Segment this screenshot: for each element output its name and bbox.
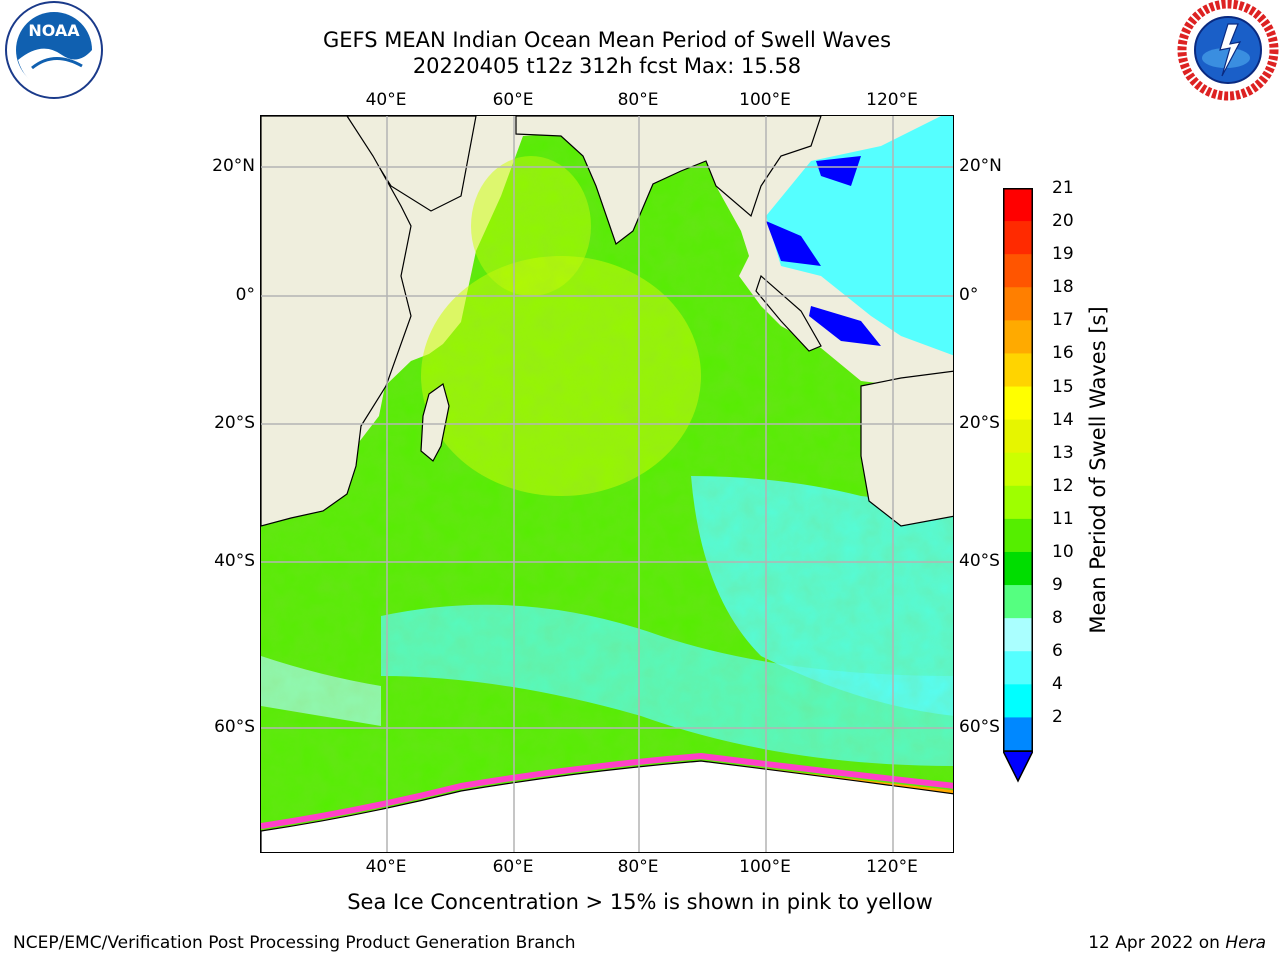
colorbar-segment (1003, 651, 1033, 685)
gulf-thailand (816, 156, 861, 186)
lon-label-bottom: 100°E (739, 857, 791, 877)
colorbar-tick-label: 20 (1052, 211, 1074, 232)
nws-logo (1177, 0, 1279, 101)
colorbar-segment (1003, 419, 1033, 454)
colorbar-tick-label: 16 (1052, 343, 1074, 364)
colorbar-tick-label: 6 (1052, 641, 1063, 662)
india-landmass (515, 116, 822, 245)
colorbar-segment (1003, 717, 1033, 751)
colorbar-segment (1003, 287, 1033, 321)
colorbar (1003, 188, 1033, 783)
colorbar-tick-label: 19 (1052, 244, 1074, 265)
lon-label-top: 40°E (365, 90, 407, 110)
lat-label-right: 20°N (959, 156, 1002, 176)
arabia-africa-north (261, 116, 477, 212)
colorbar-segment (1003, 585, 1033, 619)
colorbar-tick-label: 13 (1052, 442, 1074, 463)
colorbar-tick-label: 14 (1052, 409, 1074, 430)
lon-label-bottom: 80°E (617, 857, 659, 877)
colorbar-segment (1003, 452, 1033, 487)
colorbar-segment (1003, 353, 1033, 388)
colorbar-segment (1003, 386, 1033, 421)
lat-label-left: 60°S (214, 717, 255, 737)
svg-text:NOAA: NOAA (28, 21, 80, 40)
colorbar-segment (1003, 320, 1033, 354)
lon-label-bottom: 40°E (365, 857, 407, 877)
chart-title: GEFS MEAN Indian Ocean Mean Period of Sw… (322, 28, 892, 52)
swell-period-map (260, 115, 954, 853)
colorbar-tick-label: 21 (1052, 178, 1074, 198)
colorbar-tick-label: 8 (1052, 608, 1063, 629)
lon-label-top: 120°E (866, 90, 918, 110)
lon-label-top: 100°E (739, 90, 791, 110)
footer-date-text: 12 Apr 2022 on (1088, 933, 1226, 953)
colorbar-tick-label: 9 (1052, 575, 1063, 596)
map-canvas (261, 116, 953, 852)
shallow-sea (766, 221, 821, 266)
colorbar-segment (1003, 618, 1033, 652)
colorbar-extend-low (1003, 751, 1033, 781)
sea-ice-caption: Sea Ice Concentration > 15% is shown in … (347, 890, 933, 914)
madagascar (420, 383, 450, 462)
colorbar-tick-label: 12 (1052, 475, 1074, 496)
colorbar-segment (1003, 485, 1033, 520)
colorbar-tick-label: 17 (1052, 310, 1074, 331)
lon-label-top: 60°E (492, 90, 534, 110)
colorbar-tick-label: 15 (1052, 376, 1074, 397)
colorbar-tick-label: 10 (1052, 541, 1074, 562)
colorbar-segment (1003, 518, 1033, 553)
australia (860, 370, 953, 527)
sumatra (755, 274, 822, 352)
colorbar-segment (1003, 551, 1033, 586)
lat-label-left: 40°S (214, 551, 255, 571)
footer-host: Hera (1225, 933, 1266, 953)
gridlines (261, 116, 953, 852)
footer-date: 12 Apr 2022 on Hera (1088, 933, 1266, 953)
lat-label-right: 0° (959, 285, 979, 305)
lat-label-left: 0° (235, 285, 255, 305)
colorbar-tick-label: 2 (1052, 707, 1063, 728)
colorbar-tick-label: 18 (1052, 277, 1074, 298)
antarctica (261, 760, 953, 852)
colorbar-segment (1003, 254, 1033, 288)
colorbar-tick-label: 11 (1052, 508, 1074, 529)
lat-label-right: 60°S (959, 717, 1000, 737)
lon-label-top: 80°E (617, 90, 659, 110)
sea-ice-edge (261, 752, 953, 829)
colorbar-tick-label: 4 (1052, 674, 1063, 695)
coastlines (261, 116, 953, 852)
java-sea (809, 306, 881, 346)
field-texture (261, 134, 953, 852)
noaa-logo: NOAA (5, 1, 103, 99)
lat-label-right: 20°S (959, 413, 1000, 433)
lon-label-bottom: 120°E (866, 857, 918, 877)
footer-credit: NCEP/EMC/Verification Post Processing Pr… (13, 933, 576, 953)
lat-label-left: 20°N (212, 156, 255, 176)
colorbar-segment (1003, 221, 1033, 255)
chart-subtitle: 20220405 t12z 312h fcst Max: 15.58 (412, 54, 802, 78)
colorbar-segment (1003, 684, 1033, 718)
lat-label-right: 40°S (959, 551, 1000, 571)
lon-label-bottom: 60°E (492, 857, 534, 877)
colorbar-segment (1003, 188, 1033, 222)
lat-label-left: 20°S (214, 413, 255, 433)
colorbar-title: Mean Period of Swell Waves [s] (1086, 306, 1110, 634)
